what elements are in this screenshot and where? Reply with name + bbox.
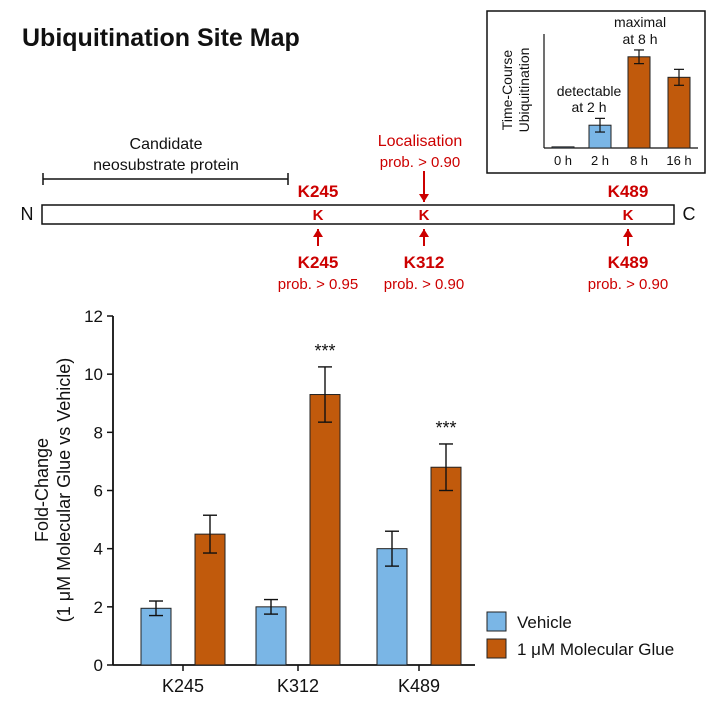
legend-label-vehicle: Vehicle bbox=[517, 613, 572, 632]
domain-label-line-1: Candidate bbox=[130, 136, 203, 153]
domain-label-line-2: neosubstrate protein bbox=[93, 157, 239, 174]
x-tick-label-k312: K312 bbox=[277, 676, 319, 696]
bar-glue-k245 bbox=[194, 533, 226, 666]
bar-glue-k312 bbox=[309, 394, 341, 666]
y-tick-label: 2 bbox=[94, 598, 103, 617]
bar-vehicle-k312 bbox=[255, 606, 287, 666]
legend-swatch-vehicle bbox=[486, 611, 507, 632]
localisation-arrow bbox=[419, 171, 429, 202]
inset-annotation-maximal-2: at 8 h bbox=[622, 31, 657, 47]
bar-glue-k489 bbox=[430, 466, 462, 666]
site-prob-k489: prob. > 0.90 bbox=[588, 276, 668, 293]
localisation-label: Localisation bbox=[378, 133, 463, 150]
site-residue-k312: K bbox=[419, 207, 430, 224]
inset-bar-0h bbox=[551, 146, 575, 149]
inset-x-tick-label-0h: 0 h bbox=[554, 153, 572, 168]
inset-x-tick-label-8h: 8 h bbox=[630, 153, 648, 168]
site-arrow-k245-head bbox=[313, 229, 323, 237]
error-bar-vehicle-k245 bbox=[149, 600, 163, 617]
localisation-prob: prob. > 0.90 bbox=[380, 154, 460, 171]
site-residue-k245: K bbox=[313, 207, 324, 224]
y-tick-label: 4 bbox=[94, 540, 103, 559]
inset-x-tick-label-16h: 16 h bbox=[666, 153, 691, 168]
site-arrow-k489 bbox=[623, 229, 633, 246]
site-label-k312: K312 bbox=[404, 253, 445, 272]
inset-bar-16h bbox=[667, 76, 691, 149]
inset-y-axis-label: Time-Course Ubiquitination bbox=[499, 48, 532, 133]
protein-bar bbox=[41, 204, 675, 225]
error-bar-vehicle-k489 bbox=[385, 530, 399, 567]
y-axis-label-line-1: Fold-Change bbox=[32, 438, 52, 542]
y-tick-label: 10 bbox=[84, 365, 103, 384]
site-arrow-k245 bbox=[313, 229, 323, 246]
inset-y-label-line-2: Ubiquitination bbox=[516, 48, 532, 133]
site-prob-k312: prob. > 0.90 bbox=[384, 276, 464, 293]
y-tick-label: 12 bbox=[84, 307, 103, 326]
top-label-k245: K245 bbox=[298, 182, 339, 201]
inset-bar-8h bbox=[627, 56, 651, 149]
legend: Vehicle 1 μM Molecular Glue bbox=[486, 611, 674, 659]
page-title: Ubiquitination Site Map bbox=[22, 24, 300, 52]
y-tick-label: 0 bbox=[94, 656, 103, 675]
site-prob-k245: prob. > 0.95 bbox=[278, 276, 358, 293]
y-axis-label-line-2: (1 μM Molecular Glue vs Vehicle) bbox=[54, 358, 74, 622]
site-label-k489: K489 bbox=[608, 253, 649, 272]
y-tick-label: 6 bbox=[94, 482, 103, 501]
x-tick-label-k245: K245 bbox=[162, 676, 204, 696]
error-bar-glue-k489 bbox=[439, 443, 453, 492]
inset-error-bar-16h bbox=[674, 68, 684, 86]
main-chart: 0 2 4 6 8 10 12 Fold-Change (1 μM Molecular Glue… bbox=[32, 307, 674, 696]
x-tick-label-k489: K489 bbox=[398, 676, 440, 696]
error-bar-glue-k312 bbox=[318, 366, 332, 423]
inset-chart: Time-Course Ubiquitination 0 h 2 h 8 h 16 h de… bbox=[486, 10, 706, 174]
site-label-k245: K245 bbox=[298, 253, 339, 272]
inset-annotation-detectable-1: detectable bbox=[557, 83, 622, 99]
inset-error-bar-2h bbox=[595, 117, 605, 133]
n-terminus-label: N bbox=[21, 204, 34, 224]
error-bar-glue-k245 bbox=[203, 514, 217, 554]
c-terminus-label: C bbox=[683, 204, 696, 224]
protein-map: Candidate neosubstrate protein N C K K245 prob… bbox=[21, 133, 696, 293]
inset-y-label-line-1: Time-Course bbox=[499, 50, 515, 131]
legend-label-glue: 1 μM Molecular Glue bbox=[517, 640, 674, 659]
top-label-k489: K489 bbox=[608, 182, 649, 201]
inset-error-bar-8h bbox=[634, 49, 644, 65]
site-residue-k489: K bbox=[623, 207, 634, 224]
site-arrow-k312 bbox=[419, 229, 429, 246]
y-tick-label: 8 bbox=[94, 423, 103, 442]
inset-annotation-detectable-2: at 2 h bbox=[571, 99, 606, 115]
inset-annotation-maximal-1: maximal bbox=[614, 14, 666, 30]
bar-vehicle-k245 bbox=[140, 607, 172, 666]
localisation-arrow-head bbox=[419, 194, 429, 202]
significance-k489: *** bbox=[435, 418, 456, 438]
site-arrow-k312-head bbox=[419, 229, 429, 237]
significance-k312: *** bbox=[314, 341, 335, 361]
inset-x-tick-label-2h: 2 h bbox=[591, 153, 609, 168]
y-axis-label: Fold-Change (1 μM Molecular Glue vs Vehic… bbox=[32, 358, 74, 622]
site-arrow-k489-head bbox=[623, 229, 633, 237]
legend-swatch-glue bbox=[486, 638, 507, 659]
error-bar-vehicle-k312 bbox=[264, 598, 278, 615]
